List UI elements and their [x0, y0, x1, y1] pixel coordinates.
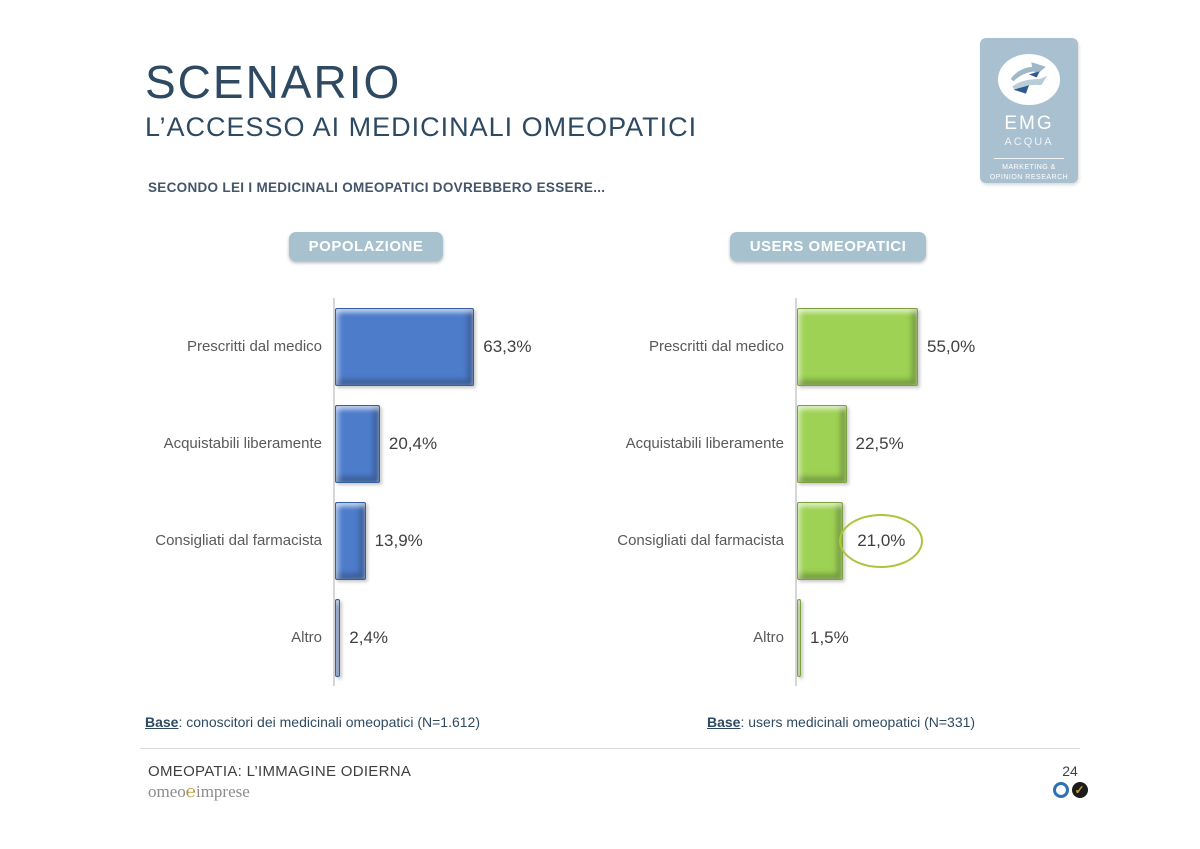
emg-acqua-logo: EMG ACQUA MARKETING & OPINION RESEARCH	[980, 38, 1078, 183]
bars-users: Prescritti dal medico 55,0% Acquistabili…	[607, 298, 1049, 686]
chart-users-omeopatici: USERS OMEOPATICI Prescritti dal medico 5…	[607, 232, 1049, 730]
charts-area: POPOLAZIONE Prescritti dal medico 63,3% …	[145, 232, 1050, 730]
chart-title-badge-popolazione: POPOLAZIONE	[288, 232, 444, 261]
bar-row: Altro 2,4%	[145, 589, 587, 686]
emg-logo-circle	[998, 54, 1060, 105]
value-label-highlighted: 21,0%	[839, 513, 924, 568]
chart-popolazione: POPOLAZIONE Prescritti dal medico 63,3% …	[145, 232, 587, 730]
bar-altro	[797, 598, 801, 677]
base-note-prefix: Base	[145, 714, 179, 730]
footer-title: OMEOPATIA: L’IMMAGINE ODIERNA	[148, 763, 412, 780]
chart-title-badge-users: USERS OMEOPATICI	[729, 232, 927, 261]
certification-logos: ✓	[1040, 782, 1100, 798]
bar-row: Prescritti dal medico 55,0%	[607, 298, 1049, 395]
category-label: Consigliati dal farmacista	[155, 531, 322, 549]
footer-left: OMEOPATIA: L’IMMAGINE ODIERNA omeo℮impre…	[148, 763, 411, 802]
bar-acquistabili	[335, 404, 380, 483]
emg-arrows-icon	[1010, 62, 1048, 94]
page-number: 24	[1062, 763, 1078, 779]
bar-consigliati	[797, 501, 844, 580]
base-note-users: Base: users medicinali omeopatici (N=331…	[607, 714, 1049, 730]
bar-prescritti	[797, 307, 918, 386]
value-label: 20,4%	[388, 433, 438, 453]
category-label: Acquistabili liberamente	[625, 434, 784, 452]
bar-row: Prescritti dal medico 63,3%	[145, 298, 587, 395]
value-label: 63,3%	[483, 336, 532, 356]
page-title: SCENARIO	[145, 56, 402, 108]
category-label: Consigliati dal farmacista	[617, 531, 784, 549]
base-note-text: : users medicinali omeopatici (N=331)	[740, 714, 976, 730]
bar-row: Altro 1,5%	[607, 589, 1049, 686]
emg-logo-tagline: MARKETING & OPINION RESEARCH	[989, 164, 1069, 182]
header: SCENARIO L’ACCESSO AI MEDICINALI OMEOPAT…	[145, 58, 697, 143]
footer-right: 24 ✓	[1040, 763, 1100, 798]
page-subtitle: L’ACCESSO AI MEDICINALI OMEOPATICI	[145, 112, 698, 143]
certification-ring-icon	[1052, 782, 1069, 798]
bar-acquistabili	[797, 404, 847, 483]
bars-popolazione: Prescritti dal medico 63,3% Acquistabili…	[145, 298, 587, 686]
omeoimprese-glyph-icon: ℮	[185, 782, 196, 801]
value-label: 55,0%	[927, 336, 976, 356]
emg-logo-subname: ACQUA	[1004, 135, 1054, 148]
value-label: 2,4%	[349, 627, 389, 647]
bar-consigliati	[335, 501, 366, 580]
category-label: Prescritti dal medico	[648, 337, 784, 355]
category-label: Acquistabili liberamente	[163, 434, 322, 452]
category-label: Prescritti dal medico	[186, 337, 322, 355]
value-label: 13,9%	[374, 530, 423, 550]
bar-row: Consigliati dal farmacista 13,9%	[145, 492, 587, 589]
value-label: 22,5%	[855, 433, 904, 453]
category-label: Altro	[291, 628, 322, 646]
base-note-popolazione: Base: conoscitori dei medicinali omeopat…	[145, 714, 587, 730]
category-label: Altro	[753, 628, 784, 646]
bar-row: Acquistabili liberamente 20,4%	[145, 395, 587, 492]
emg-logo-divider	[994, 157, 1064, 159]
emg-logo-name: EMG	[1004, 112, 1054, 134]
certification-seal-icon: ✓	[1071, 782, 1088, 798]
value-label: 1,5%	[810, 627, 849, 647]
base-note-prefix: Base	[707, 714, 741, 730]
survey-question: SECONDO LEI I MEDICINALI OMEOPATICI DOVR…	[148, 180, 606, 195]
check-icon: ✓	[1074, 783, 1085, 797]
omeoimprese-logo: omeo℮imprese	[148, 782, 250, 801]
bar-prescritti	[335, 307, 475, 386]
base-note-text: : conoscitori dei medicinali omeopatici …	[178, 714, 481, 730]
bar-row: Acquistabili liberamente 22,5%	[607, 395, 1049, 492]
bar-altro	[335, 598, 341, 677]
bar-row: Consigliati dal farmacista 21,0%	[607, 492, 1049, 589]
footer-divider	[140, 748, 1080, 749]
